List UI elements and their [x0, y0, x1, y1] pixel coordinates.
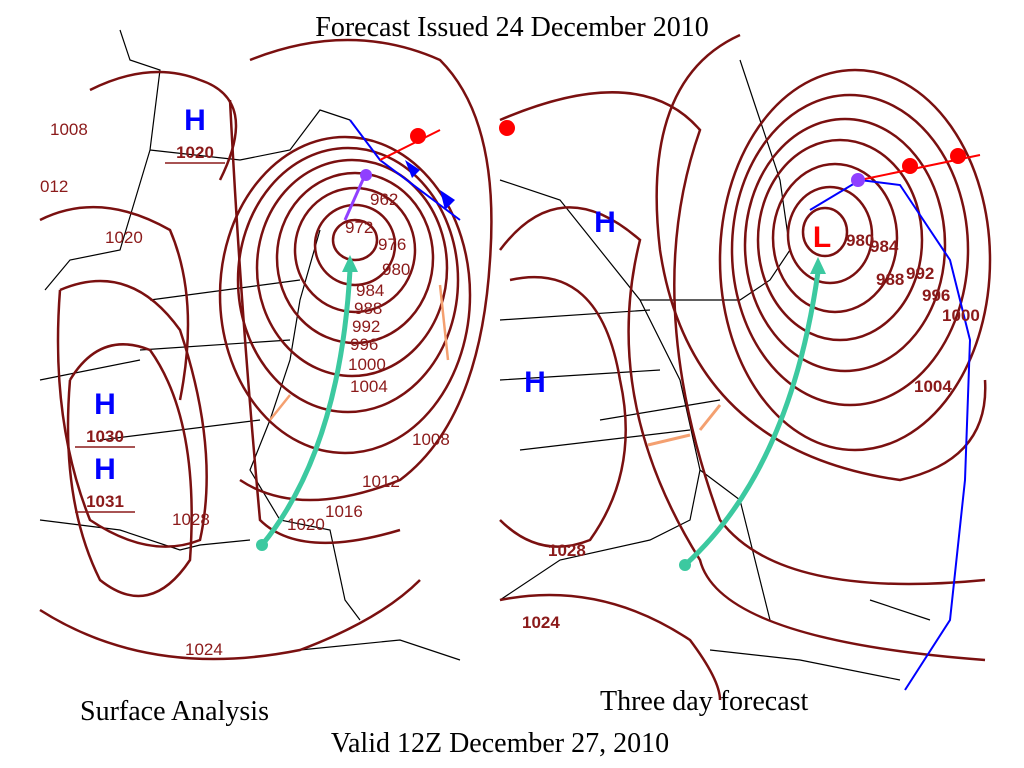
pressure-center: H	[594, 206, 616, 239]
isobar-label: 1000	[942, 306, 980, 325]
right-map	[499, 33, 992, 701]
isobar-label: 980	[846, 231, 874, 250]
isobar-label: 1004	[350, 377, 388, 396]
pressure-center: H	[94, 388, 116, 421]
isobar-label: 996	[350, 335, 378, 354]
arrow-head	[810, 257, 826, 274]
front-symbol	[902, 158, 918, 174]
front-symbol	[360, 169, 372, 181]
isobar-label: 988	[876, 270, 904, 289]
isobar-label: 962	[370, 190, 398, 209]
isobar-label: 1008	[50, 120, 88, 139]
isobar-label: 1000	[348, 355, 386, 374]
isobar-label: 1012	[362, 472, 400, 491]
caption: Surface Analysis	[80, 696, 269, 727]
arrow-start	[256, 539, 268, 551]
title: Forecast Issued 24 December 2010	[315, 12, 708, 43]
isobar-label: 1016	[325, 502, 363, 521]
isobar-label: 1024	[185, 640, 223, 659]
left-map	[39, 25, 497, 700]
center-pressure: 1020	[176, 143, 214, 162]
pressure-center: H	[94, 453, 116, 486]
isobars	[499, 33, 992, 701]
isobar-label: 1028	[548, 541, 586, 560]
isobar-label: 992	[906, 264, 934, 283]
coastline	[39, 29, 461, 661]
center-pressure: 1031	[86, 492, 124, 511]
front-symbol	[499, 120, 515, 136]
isobar-label: 972	[345, 218, 373, 237]
warm-front	[379, 129, 441, 161]
isobar-label: 980	[382, 260, 410, 279]
footer: Valid 12Z December 27, 2010	[331, 728, 669, 759]
front-symbol	[851, 173, 865, 187]
front-symbol	[440, 190, 455, 210]
center-pressure: 1030	[86, 427, 124, 446]
front-symbol	[405, 160, 420, 178]
isobar-label: 988	[354, 299, 382, 318]
front-symbol	[410, 128, 426, 144]
arrow-start	[679, 559, 691, 571]
trough	[269, 284, 450, 421]
map-bg	[40, 25, 497, 700]
pressure-center: L	[813, 221, 831, 254]
isobar-label: 976	[378, 235, 406, 254]
isobar-label: 1020	[287, 515, 325, 534]
cold-front	[809, 178, 972, 691]
occluded-front	[343, 174, 367, 221]
pressure-center: H	[524, 366, 546, 399]
isobar-label: 1028	[172, 510, 210, 529]
isobar-label: 984	[870, 237, 899, 256]
isobars	[39, 38, 493, 661]
isobar-label: 1008	[412, 430, 450, 449]
track-arrow	[683, 271, 821, 567]
isobar-label: 1020	[105, 228, 143, 247]
front-symbol	[950, 148, 966, 164]
isobar-label: 1024	[522, 613, 560, 632]
isobar-label: 984	[356, 281, 384, 300]
isobar-label: 1004	[914, 377, 952, 396]
isobar-label: 996	[922, 286, 950, 305]
isobar-label: 012	[40, 177, 68, 196]
pressure-center: H	[184, 104, 206, 137]
track-arrow	[260, 269, 353, 547]
caption: Three day forecast	[600, 686, 809, 717]
isobar-label: 992	[352, 317, 380, 336]
trough	[647, 404, 722, 447]
arrow-head	[342, 255, 358, 272]
